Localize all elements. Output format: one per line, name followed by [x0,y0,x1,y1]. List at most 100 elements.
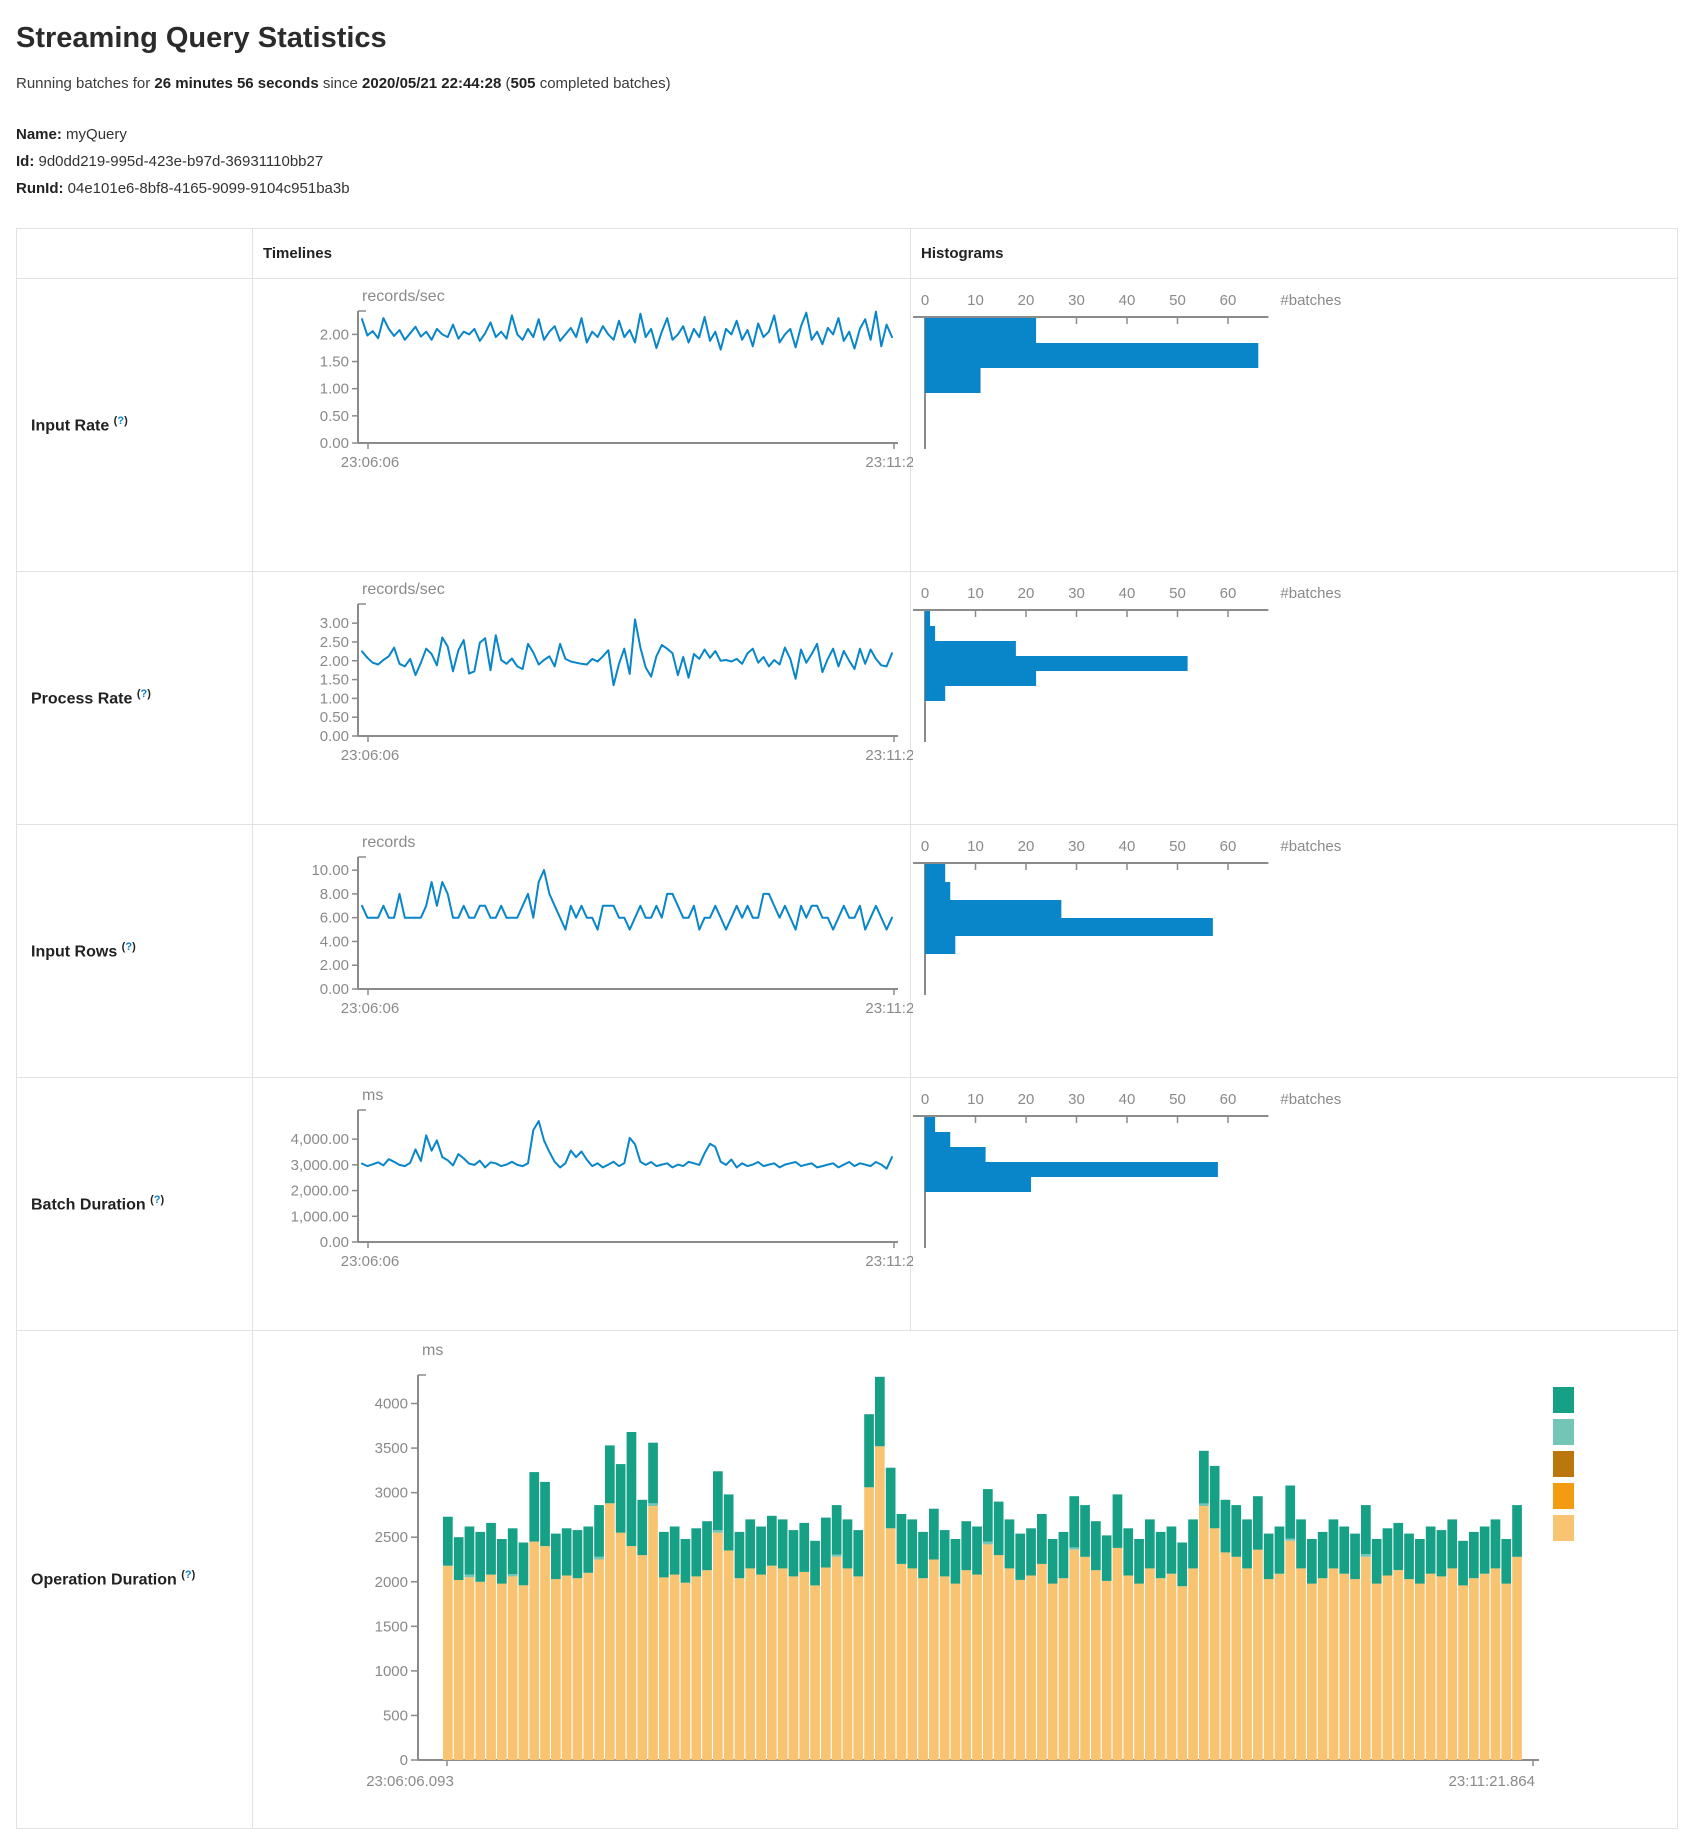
stacked-bar-segment [713,1530,723,1533]
stacked-bar-segment [583,1572,594,1760]
line-series [361,310,893,351]
stacked-bar-segment [1004,1519,1015,1569]
axis-tick-label: 60 [1220,1091,1237,1108]
start-timestamp: 2020/05/21 22:44:28 [362,75,502,92]
stacked-bar-segment [1458,1585,1468,1760]
stacked-bar-segment [443,1516,453,1566]
stacked-bar-segment [659,1531,669,1578]
stacked-bar-segment [583,1526,594,1573]
stacked-bar-segment [831,1505,842,1555]
stacked-bar-segment [1091,1570,1101,1760]
histogram-bar [925,936,956,954]
stacked-bar-segment [1242,1519,1252,1569]
stacked-bar-segment [648,1442,658,1504]
stacked-bar-segment [1166,1573,1177,1760]
axis-tick-label: 10 [967,585,984,602]
hist-axis-label: #batches [1280,838,1341,855]
histogram-bar [925,882,951,900]
axis-tick-label: 3000 [375,1485,408,1502]
help-tooltip-input-rows[interactable]: (?) [122,941,136,953]
axis-tick-label: 20 [1018,292,1035,309]
axis-tick-label: 500 [383,1707,408,1724]
x-axis-start-label: 23:06:06.093 [366,1773,454,1790]
process-rate-timeline-chart: records/sec 3.00 2.50 2.00 1.501.00 0.50 0.00 2… [320,581,923,764]
stacked-bar-segment [918,1578,928,1760]
stacked-bar-segment [842,1519,853,1569]
axis-tick-label: 40 [1119,585,1136,602]
stacked-bar-segment [1469,1531,1479,1579]
stacked-bar-segment [1425,1573,1436,1760]
stacked-bar-segment [1393,1522,1404,1571]
histogram-bar [925,626,936,641]
histogram-cell-input-rate: 0 10 20 30 40 50 60 #batches [910,278,1678,572]
axis-tick-label: 3.00 [320,615,349,632]
table-row-input-rate: Input Rate (?) records/sec 2.00 1.50 1.00 0.… [16,278,1678,572]
help-paren-close: ) [160,1193,165,1206]
stacked-bar-segment [659,1577,669,1760]
stacked-bar-segment [1069,1496,1080,1548]
stacked-bar-segment [1274,1526,1285,1574]
stacked-bar-segment [1350,1533,1360,1580]
stacked-bar-segment [1004,1568,1015,1760]
axis-tick-label: 30 [1068,292,1085,309]
stacked-bar-segment [1231,1556,1242,1760]
axis-tick-label: 50 [1169,1091,1186,1108]
query-id-value: 9d0dd219-995d-423e-b97d-36931110bb27 [38,153,324,170]
table-row-input-rows: Input Rows (?) records 10.00 8.00 6.00 4.00 2… [16,824,1678,1078]
histogram-bar [925,1147,986,1162]
stacked-bar-segment [1382,1575,1393,1760]
stacked-bar-segment [702,1570,712,1760]
legend-swatch [1553,1451,1574,1477]
axis-tick-label: 60 [1220,292,1237,309]
help-question-icon: ? [125,940,133,953]
stacked-bar-segment [1501,1583,1512,1760]
stacked-bar-segment [605,1503,615,1760]
stacked-bar-segment [1069,1549,1080,1760]
stacked-bar-segment [1026,1528,1036,1576]
stacked-bar-segment [1447,1568,1458,1760]
stacked-bar-segment [1469,1578,1479,1760]
stacked-bar-segment [756,1526,766,1575]
help-tooltip-input-rate[interactable]: (?) [114,415,128,427]
stacked-bar-segment [1479,1526,1490,1574]
stacked-bar-segment [529,1541,540,1760]
stacked-bar-segment [680,1582,691,1760]
query-id-row: Id: 9d0dd219-995d-423e-b97d-36931110bb27 [16,153,1677,171]
axis-tick-label: 10 [967,292,984,309]
header-timelines: Timelines [252,228,911,279]
stacked-bar-segment [1047,1539,1058,1584]
chart-unit-label: ms [422,1342,443,1359]
legend-swatch [1553,1419,1574,1445]
stacked-bar-segment [1393,1570,1404,1760]
table-row-operation-duration: Operation Duration (?) ms 4000 3500 3000 250… [16,1330,1678,1829]
help-tooltip-process-rate[interactable]: (?) [137,688,151,700]
axis-tick-label: 0.00 [320,435,349,452]
stacked-bar-segment [594,1559,604,1760]
query-name-row: Name: myQuery [16,126,1677,144]
stacked-bar-segment [1188,1519,1198,1569]
stacked-bar-segment [1101,1580,1112,1760]
axis-tick-label: 1,000.00 [291,1208,349,1225]
legend-swatch [1553,1483,1574,1509]
histogram-bar [925,1132,951,1147]
stacked-bar-segment [810,1540,820,1586]
line-series [361,869,893,931]
help-question-icon: ? [117,414,125,427]
help-paren-open: ( [121,940,126,953]
x-axis-end-label: 23:11:21 [865,747,913,764]
stacked-bar-segment [540,1546,550,1760]
stacked-bar-segment [615,1532,626,1760]
axis-tick-label: 2500 [375,1529,408,1546]
axis-tick-label: 3500 [375,1440,408,1457]
stacked-bar-segment [1371,1583,1382,1760]
help-tooltip-operation-duration[interactable]: (?) [181,1569,195,1581]
stacked-bar-segment [1188,1568,1198,1760]
stacked-bar-segment [853,1530,864,1577]
axis-tick-label: 1.50 [320,354,349,371]
stacked-bar-segment [885,1528,896,1760]
legend-swatch [1553,1387,1574,1413]
stacked-bar-segment [1285,1540,1296,1760]
stacked-bar-segment [1015,1533,1026,1580]
chart-unit-label: records/sec [362,581,445,598]
help-tooltip-batch-duration[interactable]: (?) [150,1194,164,1206]
